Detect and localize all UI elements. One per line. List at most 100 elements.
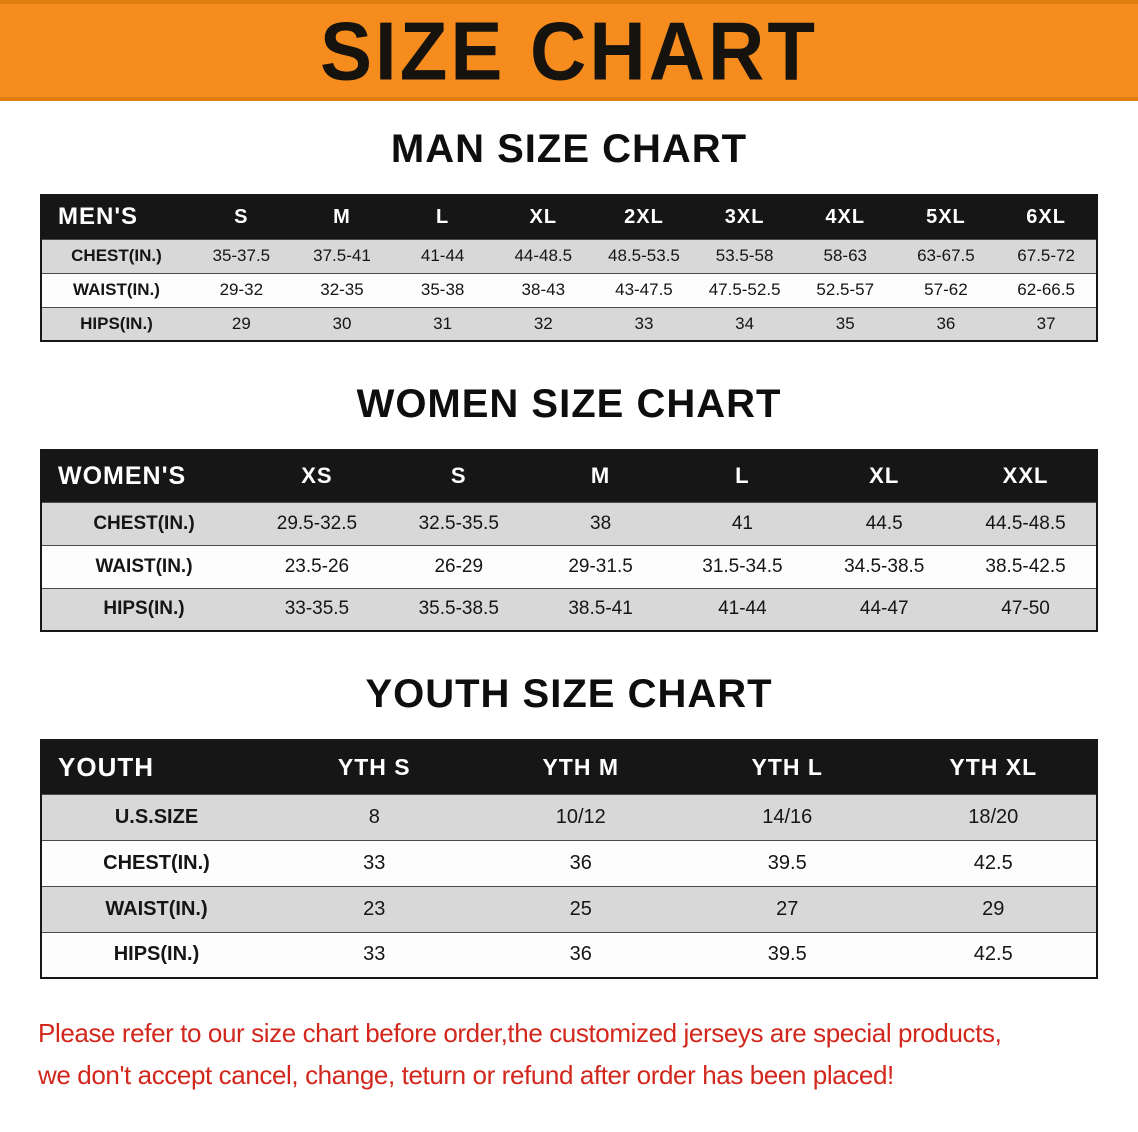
women-table-title: WOMEN'S (41, 450, 246, 502)
size-value: 42.5 (890, 931, 1097, 978)
size-value: 34.5-38.5 (813, 544, 956, 588)
size-chart-sections: MAN SIZE CHART MEN'S S M L XL 2XL 3XL 4XL 5XL 6XL C… (0, 127, 1138, 979)
row-label: HIPS(IN.) (41, 931, 271, 978)
size-value: 33 (593, 306, 695, 341)
size-value: 63-67.5 (895, 238, 997, 273)
table-row: CHEST(IN.) 29.5-32.5 32.5-35.5 38 41 44.5 44.5… (41, 501, 1097, 545)
size-value: 47.5-52.5 (694, 272, 795, 307)
size-value: 33 (271, 931, 478, 978)
women-section-heading: WOMEN SIZE CHART (356, 382, 782, 426)
size-value: 38.5-41 (529, 587, 672, 631)
row-label: CHEST(IN.) (41, 501, 246, 545)
size-value: 33-35.5 (246, 587, 388, 631)
table-header-row: YOUTH YTH S YTH M YTH L YTH XL (41, 740, 1097, 794)
table-row: WAIST(IN.) 29-32 32-35 35-38 38-43 43-47.5 47.… (41, 272, 1097, 307)
size-value: 37 (996, 306, 1097, 341)
men-table-title: MEN'S (41, 195, 191, 239)
row-label: CHEST(IN.) (41, 839, 271, 886)
men-section-heading: MAN SIZE CHART (390, 127, 748, 171)
notice-line-2: we don't accept cancel, change, teturn o… (38, 1059, 894, 1090)
table-row: CHEST(IN.) 33 36 39.5 42.5 (41, 839, 1097, 886)
table-header-row: WOMEN'S XS S M L XL XXL (41, 450, 1097, 502)
size-value: 53.5-58 (694, 238, 795, 273)
size-value: 36 (895, 306, 997, 341)
size-value: 39.5 (684, 839, 891, 886)
size-column-header: 4XL (794, 195, 896, 239)
size-value: 43-47.5 (593, 272, 695, 307)
size-column-header: XL (492, 195, 594, 239)
size-column-header: YTH XL (890, 740, 1097, 794)
size-value: 31.5-34.5 (671, 544, 814, 588)
size-value: 27 (684, 885, 891, 932)
row-label: WAIST(IN.) (41, 885, 271, 932)
size-column-header: 5XL (895, 195, 997, 239)
notice-line-1: Please refer to our size chart before or… (38, 1018, 1002, 1048)
size-column-header: XS (246, 450, 388, 502)
size-column-header: YTH S (271, 740, 478, 794)
row-label: WAIST(IN.) (41, 544, 246, 588)
banner: SIZE CHART (0, 0, 1138, 101)
table-row: WAIST(IN.) 23.5-26 26-29 29-31.5 31.5-34.5 34… (41, 544, 1097, 588)
table-row: WAIST(IN.) 23 25 27 29 (41, 885, 1097, 932)
size-value: 32 (492, 306, 594, 341)
section-men: MAN SIZE CHART MEN'S S M L XL 2XL 3XL 4XL 5XL 6XL C… (0, 127, 1138, 342)
size-value: 44.5 (813, 501, 956, 545)
table-row: HIPS(IN.) 33-35.5 35.5-38.5 38.5-41 41-44 44-… (41, 587, 1097, 631)
size-column-header: XL (813, 450, 956, 502)
size-value: 35-37.5 (191, 238, 292, 273)
size-column-header: L (392, 195, 493, 239)
size-value: 47-50 (955, 587, 1097, 631)
size-value: 30 (291, 306, 393, 341)
size-value: 10/12 (477, 793, 684, 840)
size-value: 36 (477, 931, 684, 978)
size-value: 35.5-38.5 (387, 587, 530, 631)
size-value: 35-38 (392, 272, 493, 307)
size-column-header: 6XL (996, 195, 1097, 239)
size-value: 57-62 (895, 272, 997, 307)
size-column-header: S (191, 195, 292, 239)
size-column-header: YTH L (684, 740, 891, 794)
youth-table-title: YOUTH (41, 740, 271, 794)
youth-section-heading: YOUTH SIZE CHART (365, 672, 773, 716)
size-value: 29-32 (191, 272, 292, 307)
men-size-table: MEN'S S M L XL 2XL 3XL 4XL 5XL 6XL CHEST(IN.) 35-37… (40, 194, 1098, 342)
table-row: HIPS(IN.) 33 36 39.5 42.5 (41, 931, 1097, 978)
size-chart-page: SIZE CHART MAN SIZE CHART MEN'S S M L XL 2XL 3X… (0, 0, 1138, 1096)
size-column-header: L (671, 450, 814, 502)
size-value: 32-35 (291, 272, 393, 307)
size-column-header: YTH M (477, 740, 684, 794)
page-title: SIZE CHART (320, 3, 818, 98)
size-value: 38-43 (492, 272, 594, 307)
size-value: 35 (794, 306, 896, 341)
size-value: 23.5-26 (246, 544, 388, 588)
row-label: HIPS(IN.) (41, 306, 191, 341)
table-row: CHEST(IN.) 35-37.5 37.5-41 41-44 44-48.5 48.5… (41, 238, 1097, 273)
women-size-table: WOMEN'S XS S M L XL XXL CHEST(IN.) 29.5-32.5 32.5… (40, 449, 1098, 632)
row-label: HIPS(IN.) (41, 587, 246, 631)
size-value: 33 (271, 839, 478, 886)
size-value: 36 (477, 839, 684, 886)
size-value: 42.5 (890, 839, 1097, 886)
size-value: 38.5-42.5 (955, 544, 1097, 588)
size-value: 58-63 (794, 238, 896, 273)
size-value: 26-29 (387, 544, 530, 588)
size-value: 18/20 (890, 793, 1097, 840)
size-value: 41 (671, 501, 814, 545)
size-value: 34 (694, 306, 795, 341)
size-value: 14/16 (684, 793, 891, 840)
size-value: 32.5-35.5 (387, 501, 530, 545)
size-value: 29 (890, 885, 1097, 932)
table-row: HIPS(IN.) 29 30 31 32 33 34 35 36 37 (41, 306, 1097, 341)
size-value: 52.5-57 (794, 272, 896, 307)
size-value: 8 (271, 793, 478, 840)
size-value: 41-44 (392, 238, 493, 273)
size-value: 29.5-32.5 (246, 501, 388, 545)
footer-notice: Please refer to our size chart before or… (38, 1013, 1112, 1096)
section-women: WOMEN SIZE CHART WOMEN'S XS S M L XL XXL CHEST(I… (0, 382, 1138, 632)
size-value: 23 (271, 885, 478, 932)
size-value: 39.5 (684, 931, 891, 978)
size-value: 38 (529, 501, 672, 545)
row-label: U.S.SIZE (41, 793, 271, 840)
youth-size-table: YOUTH YTH S YTH M YTH L YTH XL U.S.SIZE 8 10/12… (40, 739, 1098, 979)
row-label: CHEST(IN.) (41, 238, 191, 273)
